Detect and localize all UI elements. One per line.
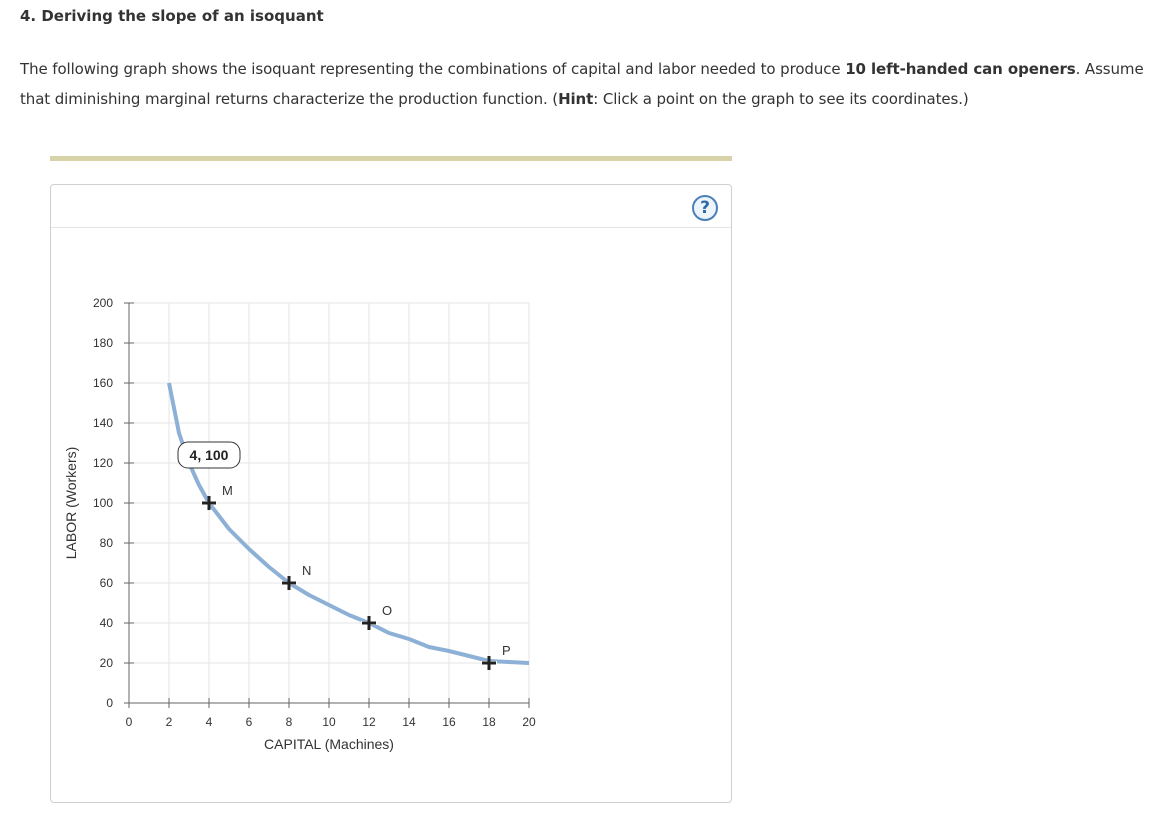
y-tick-label: 80 xyxy=(100,536,114,550)
graph-panel-header: ? xyxy=(51,185,731,228)
x-tick-label: 14 xyxy=(402,715,416,729)
point-label-m: M xyxy=(222,483,233,498)
y-tick-label: 20 xyxy=(100,656,114,670)
question-text-part-1: The following graph shows the isoquant r… xyxy=(20,60,846,78)
coordinate-tooltip xyxy=(177,441,241,469)
point-label-n: N xyxy=(302,563,311,578)
y-tick-label: 120 xyxy=(93,456,113,470)
question-text-part-2: . Assume that diminishing marginal retur… xyxy=(20,60,1144,108)
x-tick-label: 6 xyxy=(246,715,253,729)
x-tick-label: 10 xyxy=(322,715,336,729)
hint-label: Hint xyxy=(558,90,594,108)
question-circle-icon[interactable]: ? xyxy=(692,195,718,221)
isoquant-curve[interactable] xyxy=(167,382,530,665)
y-axis-title: LABOR (Workers) xyxy=(63,447,79,560)
x-tick-label: 16 xyxy=(442,715,456,729)
question-title: 4. Deriving the slope of an isoquant xyxy=(20,7,324,25)
x-tick-label: 2 xyxy=(166,715,173,729)
y-tick-label: 160 xyxy=(93,376,113,390)
x-tick-label: 20 xyxy=(522,715,536,729)
x-tick-label: 18 xyxy=(482,715,496,729)
x-tick-label: 8 xyxy=(286,715,293,729)
section-divider xyxy=(50,156,732,161)
x-tick-label: 12 xyxy=(362,715,376,729)
isoquant-chart[interactable]: 0 2 4 6 8 10 12 14 16 18 2002040608010012014016018… xyxy=(51,185,731,802)
point-label-o: O xyxy=(382,603,392,618)
question-emphasis: 10 left-handed can openers xyxy=(845,60,1076,78)
hint-text: : Click a point on the graph to see its … xyxy=(593,90,969,108)
question-text: The following graph shows the isoquant r… xyxy=(20,54,1165,114)
graph-panel: ? 0 2 4 6 8 10 12 14 16 18 20 0 20 40 60 80 100 120 140 160… xyxy=(50,184,732,803)
x-axis-title: CAPITAL (Machines) xyxy=(264,736,394,752)
y-tick-label: 180 xyxy=(93,336,113,350)
x-tick-label: 0 xyxy=(126,715,133,729)
y-tick-label: 60 xyxy=(100,576,114,590)
y-tick-label: 40 xyxy=(100,616,114,630)
y-tick-label: 140 xyxy=(93,416,113,430)
y-tick-label: 200 xyxy=(93,296,113,310)
y-tick-label: 0 xyxy=(106,696,113,710)
y-tick-label: 100 xyxy=(93,496,113,510)
point-label-p: P xyxy=(502,643,511,658)
x-tick-label: 4 xyxy=(206,715,213,729)
coordinate-tooltip-text: 4, 100 xyxy=(190,447,229,463)
